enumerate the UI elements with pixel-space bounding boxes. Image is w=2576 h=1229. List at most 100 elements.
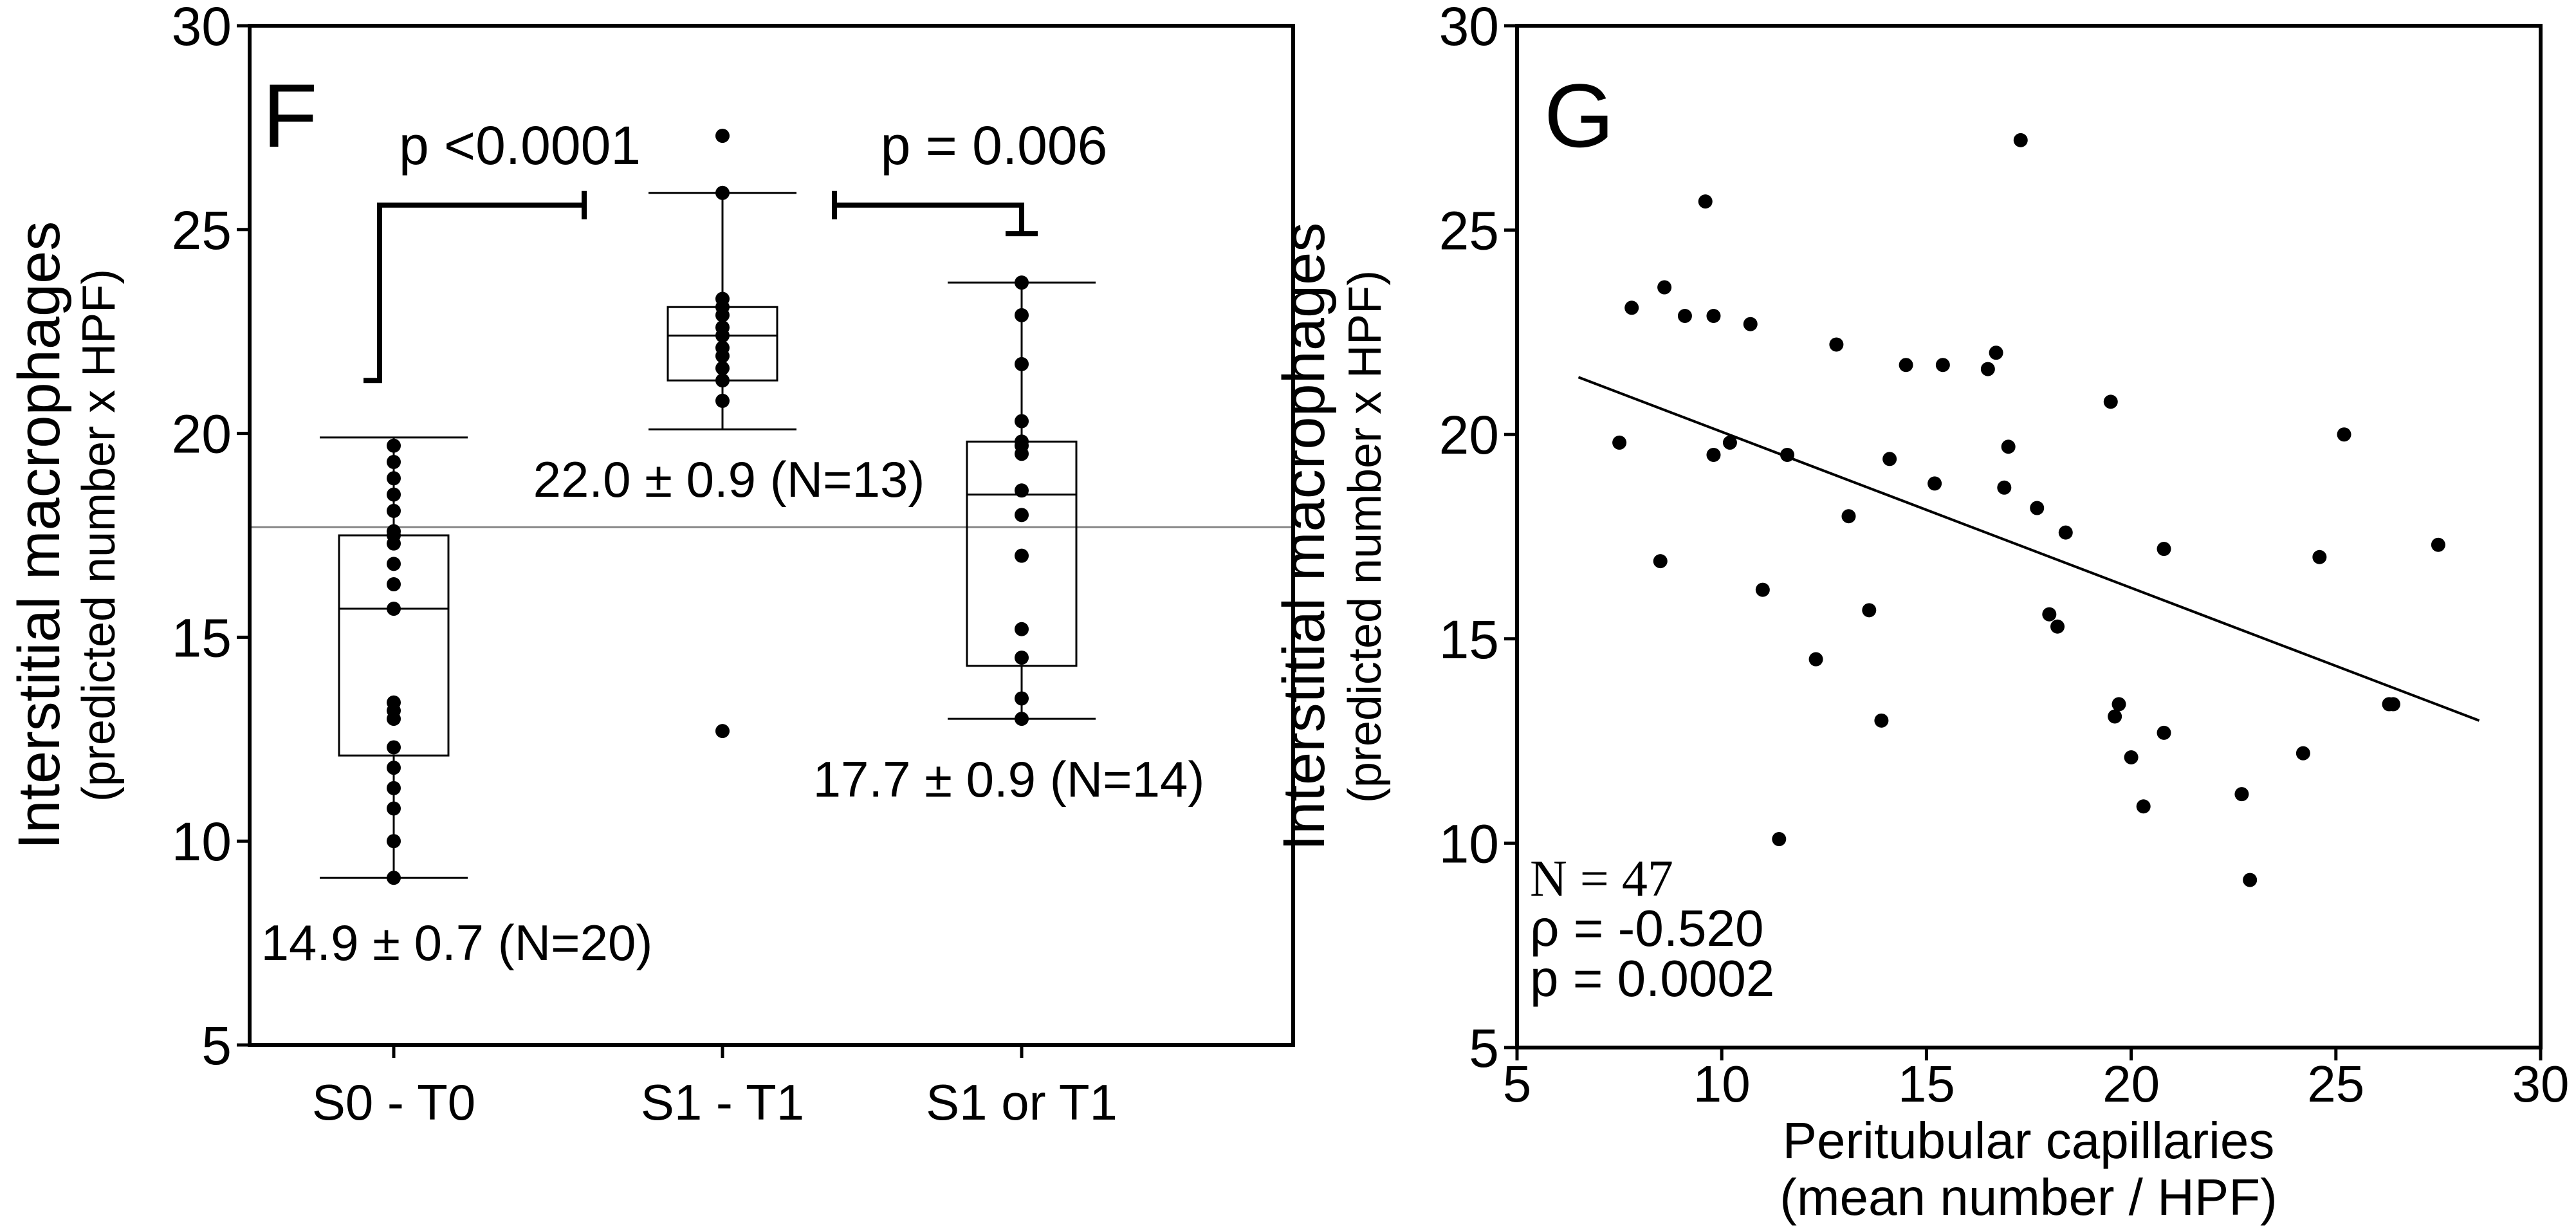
panel-g-data-point <box>1772 832 1787 847</box>
panel-g-data-point <box>1706 447 1721 462</box>
panel-g-data-point <box>1706 308 1721 323</box>
panel-g-data-point <box>2337 427 2351 442</box>
panel-f-data-point <box>715 291 730 306</box>
panel-g-x-axis: 5 10 15 20 25 30 <box>1503 1048 2570 1113</box>
panel-g-data-point <box>1755 582 1770 597</box>
panel-g-data-point <box>2111 697 2126 712</box>
panel-g-data-point <box>2103 394 2118 409</box>
panel-g-data-point <box>1927 476 1942 491</box>
panel-g-points <box>1612 133 2445 887</box>
panel-g-data-point <box>2386 697 2400 712</box>
panel-f-data-point <box>387 454 401 469</box>
panel-g-y-axis-title: Interstitial macrophages <box>1271 223 1337 851</box>
panel-f-x-axis: S0 - T0 S1 - T1 S1 or T1 <box>312 1045 1118 1131</box>
panel-f-data-point <box>1015 434 1029 449</box>
panel-f-data-point <box>1015 308 1029 322</box>
panel-g-data-point <box>1829 337 1844 352</box>
panel-f: 5 10 15 20 25 30 S0 - T0 S1 - T1 S1 or T1 F p <… <box>6 0 1295 1131</box>
panel-g-data-point <box>2234 787 2249 802</box>
panel-f-significance-brackets <box>363 190 1038 383</box>
panel-g-data-point <box>1874 713 1889 728</box>
panel-g-data-point <box>1841 509 1856 524</box>
panel-g-x-axis-title: Peritubular capillaries <box>1783 1112 2275 1169</box>
panel-f-data-point <box>387 524 401 539</box>
panel-f-data-point <box>715 724 730 739</box>
panel-g-data-point <box>2124 750 2139 765</box>
panel-f-category-label: S1 or T1 <box>926 1074 1118 1131</box>
panel-g-regression-line <box>1578 376 2480 722</box>
panel-g-y-tick-label: 15 <box>1439 609 1499 670</box>
panel-f-data-point <box>387 761 401 775</box>
panel-g-data-point <box>1882 452 1897 467</box>
panel-g-x-tick-label: 10 <box>1693 1055 1751 1113</box>
panel-g-data-point <box>1862 603 1877 618</box>
panel-f-comparison-label-2: p = 0.006 <box>881 115 1108 176</box>
panel-g-data-point <box>2030 501 2045 515</box>
panel-f-y-tick-label: 15 <box>172 607 232 668</box>
panel-f-y-axis-title: Interstitial macrophages <box>6 221 72 850</box>
panel-g-data-point <box>2431 537 2445 552</box>
panel-g: 5 10 15 20 25 30 5 10 15 20 25 30 G N = 47 ρ = -0.… <box>1271 0 2569 1226</box>
panel-f-data-point <box>387 695 401 710</box>
panel-g-stat-p: p = 0.0002 <box>1530 950 1774 1007</box>
panel-g-data-point <box>1612 435 1627 450</box>
panel-g-letter: G <box>1544 65 1614 166</box>
panel-f-category-label: S1 - T1 <box>641 1074 804 1131</box>
panel-f-bracket-2-line <box>834 202 1024 234</box>
panel-g-x-axis-subtitle: (mean number / HPF) <box>1780 1169 2277 1226</box>
panel-g-data-point <box>1657 280 1672 295</box>
panel-g-data-point <box>1624 300 1639 315</box>
panel-g-data-point <box>1653 554 1668 569</box>
panel-g-data-point <box>2312 550 2327 564</box>
panel-f-bracket-1 <box>363 190 587 383</box>
panel-f-data-point <box>1015 508 1029 522</box>
panel-g-data-point <box>2108 709 2122 724</box>
panel-g-data-point <box>2157 542 2171 557</box>
panel-g-data-point <box>2001 439 2016 454</box>
panel-f-data-point <box>387 487 401 502</box>
panel-f-data-point <box>715 129 730 143</box>
panel-f-boxes <box>320 129 1096 885</box>
panel-f-box-group <box>649 129 796 739</box>
panel-f-y-tick-label: 5 <box>201 1015 232 1076</box>
panel-f-bracket-1-line <box>363 202 584 383</box>
panel-f-data-point <box>1015 414 1029 429</box>
panel-f-data-point <box>1015 548 1029 563</box>
panel-f-data-point <box>1015 712 1029 726</box>
panel-f-data-point <box>387 557 401 571</box>
panel-g-x-tick-label: 30 <box>2512 1055 2570 1113</box>
panel-f-data-point <box>1015 483 1029 498</box>
panel-f-y-tick-label: 30 <box>172 0 232 57</box>
panel-f-data-point <box>715 393 730 408</box>
panel-f-comparison-label-1: p <0.0001 <box>399 115 641 176</box>
panel-f-data-point <box>387 781 401 795</box>
panel-g-x-tick-label: 5 <box>1503 1055 1532 1113</box>
panel-f-data-point <box>715 185 730 200</box>
panel-f-summary-s1-or-t1: 17.7 ± 0.9 (N=14) <box>813 751 1205 808</box>
panel-f-y-tick-label: 25 <box>172 200 232 261</box>
panel-g-data-point <box>2157 725 2171 740</box>
panel-g-data-point <box>1780 447 1795 462</box>
panel-f-data-point <box>715 361 730 376</box>
panel-f-data-point <box>715 340 730 355</box>
panel-f-data-point <box>1015 275 1029 290</box>
panel-f-y-tick-label: 20 <box>172 404 232 465</box>
panel-f-letter: F <box>262 65 318 166</box>
panel-f-data-point <box>1015 356 1029 371</box>
panel-g-y-axis-subtitle: (predicted number x HPF) <box>1339 270 1391 803</box>
panel-g-x-tick-label: 15 <box>1898 1055 1955 1113</box>
panel-f-summary-s0-t0: 14.9 ± 0.7 (N=20) <box>261 914 653 971</box>
panel-g-data-point <box>1935 358 1950 373</box>
panel-g-y-tick-label: 30 <box>1439 0 1499 57</box>
panel-f-box-group <box>320 436 468 885</box>
panel-f-data-point <box>715 320 730 335</box>
panel-g-stat-n: N = 47 <box>1530 851 1673 907</box>
panel-f-data-point <box>387 740 401 755</box>
panel-f-data-point <box>387 577 401 592</box>
panel-f-y-tick-label: 10 <box>172 811 232 872</box>
panel-f-y-axis-subtitle: (predicted number x HPF) <box>73 269 125 802</box>
panel-f-data-point <box>387 602 401 616</box>
panel-f-data-point <box>387 871 401 885</box>
panel-g-data-point <box>1997 480 2012 495</box>
panel-g-data-point <box>1899 358 1913 373</box>
